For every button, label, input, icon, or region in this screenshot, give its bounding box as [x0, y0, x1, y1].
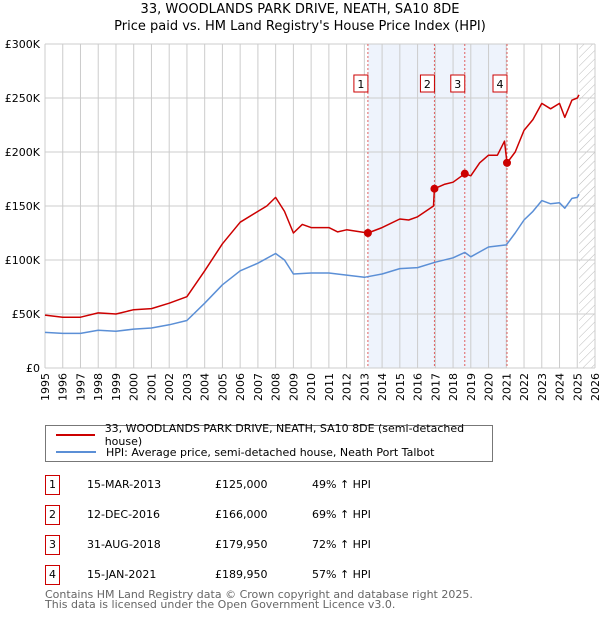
sale-label-box — [353, 74, 369, 93]
x-tick-label: 2008 — [270, 373, 283, 401]
legend-swatch — [56, 434, 95, 436]
sale-row: 1 15-MAR-2013 £125,000 49% ↑ HPI — [45, 475, 495, 495]
sale-price: £125,000 — [215, 478, 268, 491]
x-tick-label: 2022 — [518, 373, 531, 401]
sale-label: 2 — [424, 78, 431, 91]
x-tick-label: 2001 — [145, 373, 158, 401]
x-tick-label: 2024 — [554, 373, 567, 401]
sale-label-box — [419, 74, 435, 93]
sale-point — [503, 158, 511, 167]
sale-point — [363, 229, 372, 237]
y-tick-label: £0 — [26, 362, 40, 375]
x-tick-label: 2003 — [181, 373, 194, 401]
x-tick-label: 2013 — [358, 373, 371, 401]
x-tick-label: 2002 — [163, 373, 176, 401]
chart-title: 33, WOODLANDS PARK DRIVE, NEATH, SA10 8D… — [140, 2, 460, 17]
x-tick-label: 2007 — [252, 373, 265, 401]
x-tick-label: 2026 — [589, 373, 600, 401]
x-tick-label: 2014 — [376, 373, 389, 401]
x-tick-label: 2023 — [536, 373, 549, 401]
sale-price: £179,950 — [215, 538, 268, 551]
y-tick-label: £200K — [5, 146, 41, 159]
sale-number: 1 — [45, 475, 60, 495]
y-tick-label: £150K — [5, 200, 41, 213]
sale-point — [460, 169, 469, 178]
y-tick-label: £50K — [12, 308, 41, 321]
x-tick-label: 2021 — [500, 373, 513, 401]
x-tick-label: 2025 — [571, 373, 584, 401]
sale-number: 3 — [45, 535, 60, 555]
x-tick-label: 1997 — [74, 373, 87, 401]
sale-label: 4 — [497, 78, 504, 91]
x-tick-label: 2016 — [412, 373, 425, 401]
x-tick-label: 1996 — [57, 373, 70, 401]
property-price-line — [44, 94, 580, 318]
sale-price: £166,000 — [215, 508, 268, 521]
sale-hpi-diff: 72% ↑ HPI — [312, 538, 371, 551]
sale-label-box — [492, 74, 508, 93]
x-tick-label: 2012 — [341, 373, 354, 401]
footer-licence: This data is licensed under the Open Gov… — [45, 598, 396, 611]
x-tick-label: 2018 — [447, 373, 460, 401]
sale-number: 2 — [45, 505, 60, 525]
sale-hpi-diff: 69% ↑ HPI — [312, 508, 371, 521]
footer-copyright: Contains HM Land Registry data © Crown c… — [45, 588, 473, 601]
sale-date: 31-AUG-2018 — [87, 538, 161, 551]
x-tick-label: 2020 — [483, 373, 496, 401]
x-tick-label: 1999 — [110, 373, 123, 401]
x-tick-label: 2005 — [216, 373, 229, 401]
x-tick-label: 2004 — [199, 373, 212, 401]
sale-label-box — [450, 74, 466, 93]
sale-point — [430, 184, 439, 193]
x-tick-label: 2015 — [394, 373, 407, 401]
legend-label: HPI: Average price, semi-detached house,… — [106, 445, 435, 459]
sale-row: 3 31-AUG-2018 £179,950 72% ↑ HPI — [45, 535, 495, 555]
legend-item-hpi: HPI: Average price, semi-detached house,… — [56, 444, 434, 460]
y-tick-label: £100K — [5, 254, 41, 267]
sale-date: 15-JAN-2021 — [87, 568, 157, 581]
sale-number: 4 — [45, 565, 60, 585]
y-tick-label: £300K — [5, 38, 41, 51]
sale-date: 12-DEC-2016 — [87, 508, 161, 521]
sale-date: 15-MAR-2013 — [87, 478, 162, 491]
chart-subtitle: Price paid vs. HM Land Registry's House … — [114, 19, 486, 34]
hpi-line — [44, 193, 580, 335]
x-tick-label: 1998 — [92, 373, 105, 401]
legend-item-property: 33, WOODLANDS PARK DRIVE, NEATH, SA10 8D… — [56, 422, 492, 448]
x-tick-label: 2011 — [323, 373, 336, 401]
x-tick-label: 2019 — [465, 373, 478, 401]
x-tick-label: 2009 — [287, 373, 300, 401]
legend: 33, WOODLANDS PARK DRIVE, NEATH, SA10 8D… — [45, 422, 493, 462]
sale-label: 3 — [454, 78, 461, 91]
sale-hpi-diff: 57% ↑ HPI — [312, 568, 371, 581]
x-tick-label: 2017 — [429, 373, 442, 401]
legend-label: 33, WOODLANDS PARK DRIVE, NEATH, SA10 8D… — [104, 422, 465, 448]
x-tick-label: 2006 — [234, 373, 247, 401]
x-tick-label: 1995 — [39, 373, 52, 401]
sale-label: 1 — [357, 78, 364, 91]
x-tick-label: 2010 — [305, 373, 318, 401]
sale-hpi-diff: 49% ↑ HPI — [312, 478, 371, 491]
legend-swatch — [56, 451, 96, 453]
sale-row: 4 15-JAN-2021 £189,950 57% ↑ HPI — [45, 565, 495, 585]
x-tick-label: 2000 — [128, 373, 141, 401]
sale-row: 2 12-DEC-2016 £166,000 69% ↑ HPI — [45, 505, 495, 525]
price-chart: 1995 1996 1997 1998 1999 2000 2001 2002 2003 2004… — [5, 38, 600, 401]
sale-price: £189,950 — [215, 568, 268, 581]
y-tick-label: £250K — [5, 92, 41, 105]
